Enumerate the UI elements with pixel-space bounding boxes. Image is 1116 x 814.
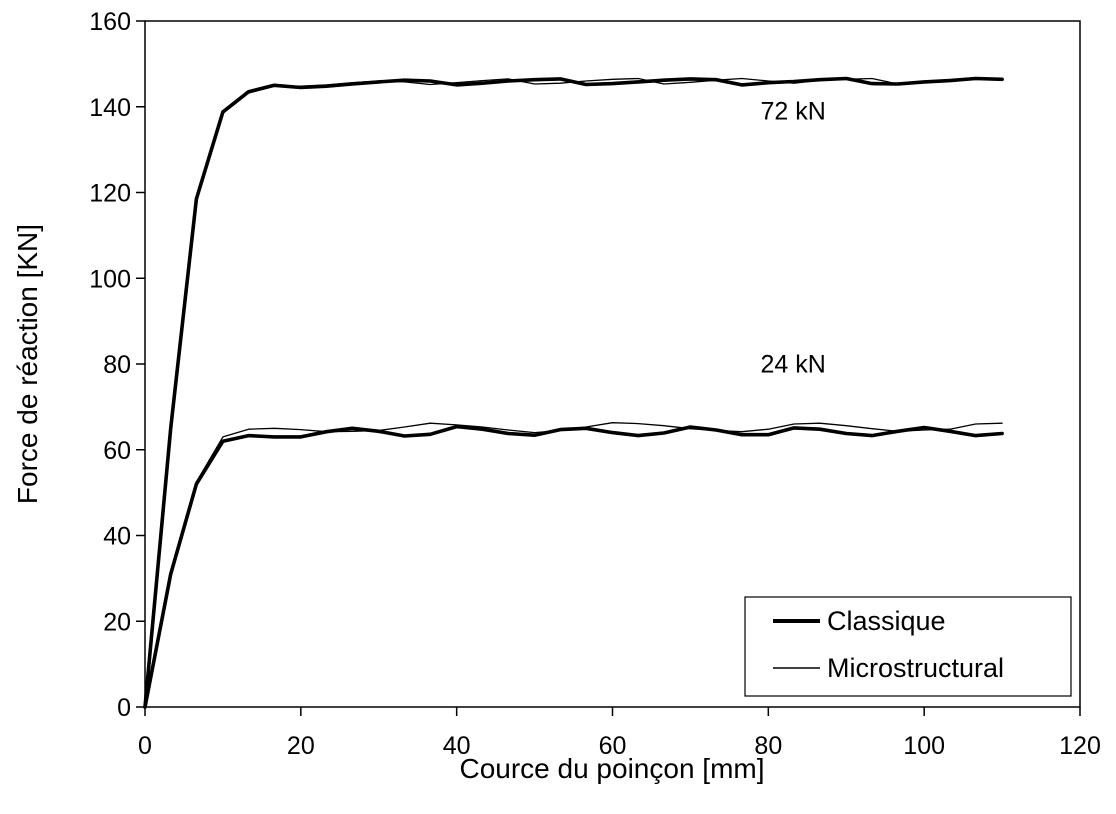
legend-label-classique: Classique [827,606,946,636]
x-tick-label: 120 [1059,732,1101,760]
x-tick-label: 80 [754,732,782,760]
x-tick-label: 60 [599,732,627,760]
legend-label-microstructural: Microstructural [827,653,1004,683]
x-tick-label: 40 [443,732,471,760]
y-tick-label: 80 [103,351,131,379]
y-tick-label: 100 [89,265,131,293]
y-tick-label: 20 [103,608,131,636]
x-axis-title: Cource du poinçon [mm] [459,753,764,784]
y-tick-label: 160 [89,8,131,36]
legend-box [744,596,1072,697]
y-tick-label: 60 [103,437,131,465]
y-axis: 0 20 40 60 80 100 120 140 160 [89,8,145,722]
y-tick-label: 120 [89,180,131,208]
annotation-label: 72 kN [761,98,826,126]
series-line-microstructural-24kn [144,422,1003,708]
series-layer [143,76,1004,709]
legend: Classique Microstructural [744,596,1072,697]
series-line-microstructural-72kn [144,77,1003,708]
x-tick-label: 100 [903,732,945,760]
y-axis-title: Force de réaction [KN] [12,224,43,504]
y-tick-label: 140 [89,94,131,122]
y-tick-label: 0 [117,694,131,722]
x-axis: 0 20 40 60 80 100 120 [138,707,1101,760]
annotation-layer: 72 kN 24 kN [761,98,826,379]
y-tick-label: 40 [103,523,131,551]
annotation-label: 24 kN [761,351,826,379]
x-tick-label: 0 [138,732,152,760]
x-tick-label: 20 [287,732,315,760]
